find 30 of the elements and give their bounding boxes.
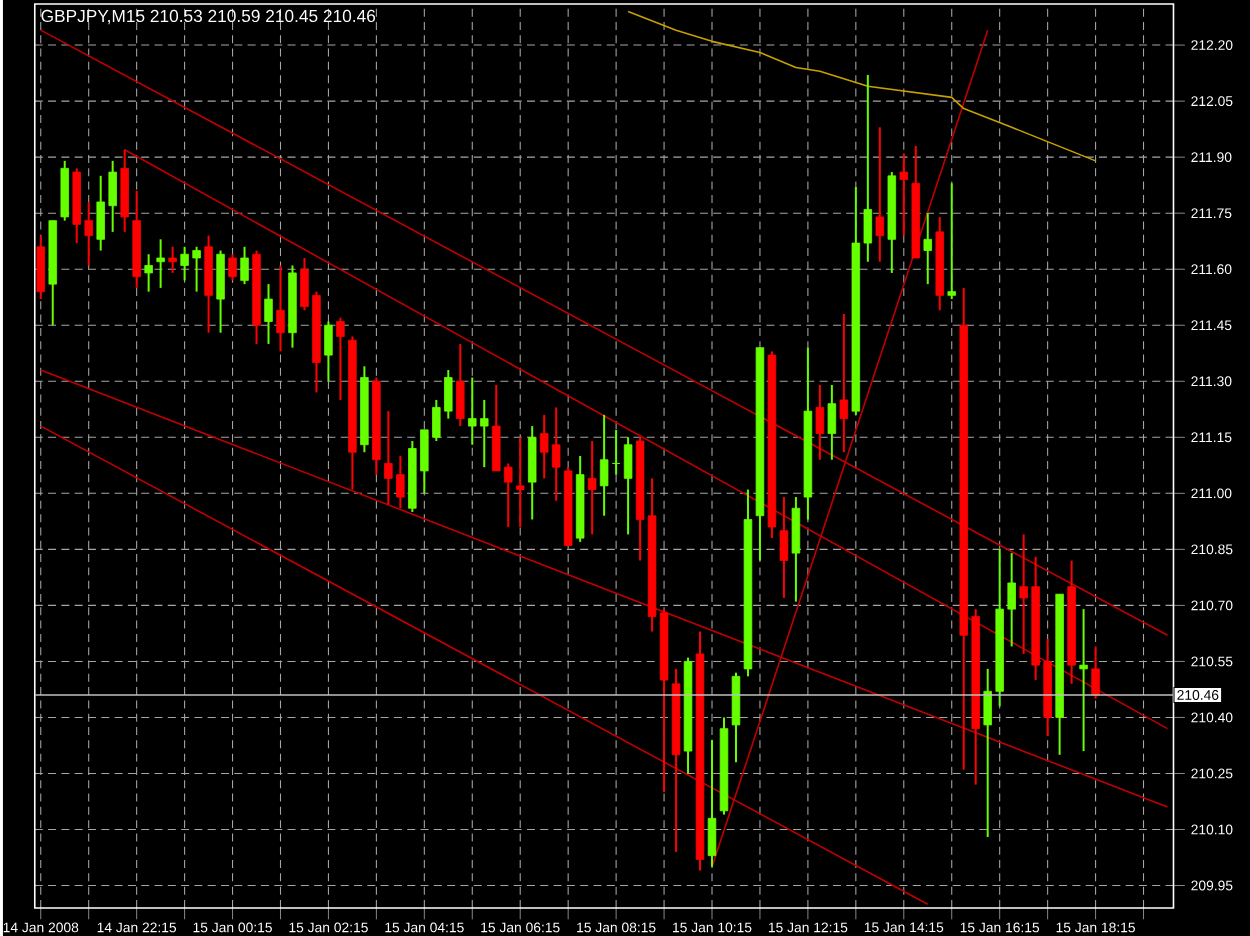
- candlestick: [240, 245, 249, 286]
- candlestick: [827, 384, 837, 461]
- candlestick: [923, 212, 932, 286]
- candlestick: [228, 253, 237, 282]
- candlestick: [264, 283, 273, 345]
- candlestick: [144, 253, 153, 293]
- candlestick: [839, 313, 849, 454]
- candlestick: [324, 320, 333, 383]
- candlestick: [1079, 608, 1088, 753]
- chart-title: GBPJPY,M15 210.53 210.59 210.45 210.46: [41, 9, 376, 25]
- candlestick: [899, 152, 909, 237]
- candlestick: [336, 316, 345, 401]
- candlestick: [515, 436, 525, 528]
- candlestick: [587, 440, 597, 536]
- candlestick: [168, 245, 177, 274]
- candlestick: [527, 425, 537, 521]
- candlestick: [216, 249, 225, 334]
- candlestick: [791, 496, 801, 603]
- candlestick: [875, 126, 885, 263]
- candlestick: [707, 738, 717, 868]
- candlestick: [623, 436, 633, 536]
- candlestick: [276, 264, 285, 353]
- candlestick: [456, 342, 465, 428]
- candlestick: [36, 234, 45, 301]
- candlestick: [779, 496, 789, 599]
- candlestick: [156, 238, 165, 289]
- line-series: [627, 10, 1097, 162]
- candlestick: [947, 182, 956, 301]
- candlestick: [1091, 645, 1100, 700]
- candlestick: [815, 384, 825, 461]
